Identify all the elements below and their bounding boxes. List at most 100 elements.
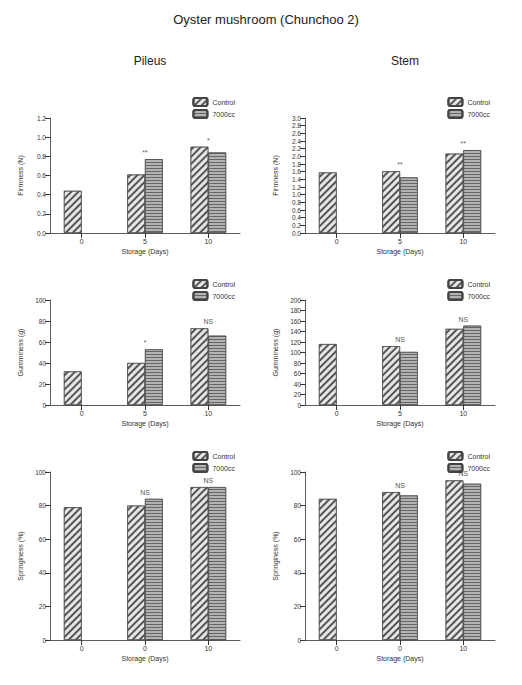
svg-text:5: 5 xyxy=(398,410,402,417)
svg-text:Storage (Days): Storage (Days) xyxy=(376,248,423,256)
svg-text:0: 0 xyxy=(398,645,402,652)
svg-text:0.0: 0.0 xyxy=(37,230,46,237)
svg-text:1.2: 1.2 xyxy=(37,115,46,122)
svg-text:7000cc: 7000cc xyxy=(212,465,235,472)
svg-text:Firmness (N): Firmness (N) xyxy=(17,155,25,195)
svg-text:Control: Control xyxy=(467,99,490,106)
svg-text:*: * xyxy=(207,137,210,144)
svg-text:NS: NS xyxy=(395,482,405,489)
svg-text:**: ** xyxy=(142,149,148,156)
svg-text:80: 80 xyxy=(39,502,47,509)
svg-text:20: 20 xyxy=(39,381,47,388)
svg-text:NS: NS xyxy=(458,316,468,323)
svg-text:80: 80 xyxy=(39,318,47,325)
svg-text:20: 20 xyxy=(294,391,302,398)
svg-text:40: 40 xyxy=(294,569,302,576)
svg-text:0: 0 xyxy=(80,238,84,245)
svg-text:Stem: Stem xyxy=(391,54,419,68)
svg-text:Gumminess (g): Gumminess (g) xyxy=(17,329,25,377)
svg-text:Pileus: Pileus xyxy=(134,54,167,68)
svg-text:5: 5 xyxy=(398,238,402,245)
svg-text:60: 60 xyxy=(39,536,47,543)
svg-text:10: 10 xyxy=(459,645,467,652)
svg-text:Control: Control xyxy=(212,281,235,288)
svg-text:80: 80 xyxy=(294,502,302,509)
svg-text:0.4: 0.4 xyxy=(37,191,46,198)
svg-text:10: 10 xyxy=(204,645,212,652)
svg-text:0: 0 xyxy=(335,645,339,652)
svg-text:140: 140 xyxy=(290,328,301,335)
svg-text:40: 40 xyxy=(294,381,302,388)
svg-text:Gumminess (g): Gumminess (g) xyxy=(272,329,280,377)
svg-text:200: 200 xyxy=(290,297,301,304)
svg-text:NS: NS xyxy=(203,477,213,484)
svg-text:10: 10 xyxy=(459,238,467,245)
svg-text:NS: NS xyxy=(140,489,150,496)
svg-text:0.6: 0.6 xyxy=(292,207,301,214)
svg-text:20: 20 xyxy=(294,603,302,610)
svg-text:NS: NS xyxy=(203,318,213,325)
svg-text:3.0: 3.0 xyxy=(292,115,301,122)
svg-text:0: 0 xyxy=(297,637,301,644)
svg-text:1.0: 1.0 xyxy=(37,134,46,141)
svg-text:1.4: 1.4 xyxy=(292,176,301,183)
svg-text:5: 5 xyxy=(143,410,147,417)
svg-text:Control: Control xyxy=(467,453,490,460)
svg-text:0.4: 0.4 xyxy=(292,214,301,221)
svg-text:2.8: 2.8 xyxy=(292,122,301,129)
svg-text:0: 0 xyxy=(143,645,147,652)
svg-text:2.2: 2.2 xyxy=(292,145,301,152)
svg-text:5: 5 xyxy=(143,238,147,245)
svg-text:7000cc: 7000cc xyxy=(467,293,490,300)
svg-text:Storage (Days): Storage (Days) xyxy=(376,420,423,428)
svg-text:40: 40 xyxy=(39,360,47,367)
svg-text:120: 120 xyxy=(290,339,301,346)
svg-text:60: 60 xyxy=(294,370,302,377)
svg-text:*: * xyxy=(144,339,147,346)
svg-text:Springiness (%): Springiness (%) xyxy=(17,531,25,580)
svg-text:100: 100 xyxy=(290,349,301,356)
svg-text:**: ** xyxy=(397,161,403,168)
svg-text:NS: NS xyxy=(458,470,468,477)
svg-text:Control: Control xyxy=(212,453,235,460)
svg-text:NS: NS xyxy=(395,336,405,343)
svg-text:Oyster mushroom (Chunchoo 2): Oyster mushroom (Chunchoo 2) xyxy=(173,12,359,27)
svg-text:2.0: 2.0 xyxy=(292,153,301,160)
svg-text:80: 80 xyxy=(294,360,302,367)
svg-text:160: 160 xyxy=(290,318,301,325)
svg-text:2.4: 2.4 xyxy=(292,138,301,145)
svg-text:Firmness (N): Firmness (N) xyxy=(272,155,280,195)
svg-text:7000cc: 7000cc xyxy=(212,111,235,118)
svg-text:Storage (Days): Storage (Days) xyxy=(121,420,168,428)
svg-text:20: 20 xyxy=(39,603,47,610)
svg-text:**: ** xyxy=(461,140,467,147)
svg-text:Control: Control xyxy=(467,281,490,288)
svg-text:7000cc: 7000cc xyxy=(212,293,235,300)
svg-text:60: 60 xyxy=(294,536,302,543)
svg-text:0.6: 0.6 xyxy=(37,172,46,179)
svg-text:40: 40 xyxy=(39,569,47,576)
svg-text:Storage (Days): Storage (Days) xyxy=(376,655,423,663)
svg-text:180: 180 xyxy=(290,307,301,314)
svg-text:1.8: 1.8 xyxy=(292,161,301,168)
svg-text:0: 0 xyxy=(80,645,84,652)
svg-text:1.2: 1.2 xyxy=(292,184,301,191)
svg-text:100: 100 xyxy=(35,469,46,476)
svg-text:0: 0 xyxy=(42,637,46,644)
svg-text:0: 0 xyxy=(80,410,84,417)
svg-text:0.2: 0.2 xyxy=(292,222,301,229)
svg-text:0: 0 xyxy=(335,410,339,417)
svg-text:0.8: 0.8 xyxy=(37,153,46,160)
svg-text:0.0: 0.0 xyxy=(292,230,301,237)
svg-text:Storage (Days): Storage (Days) xyxy=(121,248,168,256)
svg-text:60: 60 xyxy=(39,339,47,346)
svg-text:0: 0 xyxy=(297,402,301,409)
svg-text:7000cc: 7000cc xyxy=(467,465,490,472)
svg-text:0.2: 0.2 xyxy=(37,210,46,217)
svg-text:10: 10 xyxy=(204,238,212,245)
svg-text:0: 0 xyxy=(335,238,339,245)
svg-text:Springiness (%): Springiness (%) xyxy=(272,531,280,580)
svg-text:10: 10 xyxy=(459,410,467,417)
svg-text:10: 10 xyxy=(204,410,212,417)
svg-text:2.6: 2.6 xyxy=(292,130,301,137)
